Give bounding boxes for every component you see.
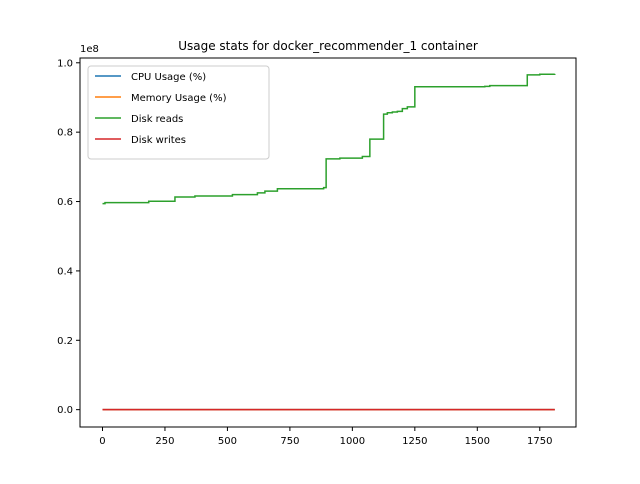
series-line-2 — [102, 73, 556, 205]
y-tick-label: 1.0 — [57, 58, 73, 69]
x-tick-label: 1250 — [402, 436, 427, 447]
legend-label: CPU Usage (%) — [131, 72, 206, 83]
series-layer — [102, 73, 556, 411]
legend-label: Disk reads — [131, 114, 183, 125]
x-axis: 0 250 500 750 1000 1250 1500 1750 — [99, 427, 552, 447]
x-tick-label: 750 — [280, 436, 299, 447]
y-axis: 0.0 0.2 0.4 0.6 0.8 1.0 — [57, 58, 80, 416]
y-tick-label: 0.8 — [57, 128, 73, 139]
y-tick-label: 0.6 — [57, 197, 73, 208]
x-tick-label: 500 — [218, 436, 237, 447]
x-tick-label: 0 — [99, 436, 105, 447]
x-tick-label: 1750 — [527, 436, 552, 447]
chart-title: Usage stats for docker_recommender_1 con… — [178, 39, 478, 53]
legend: CPU Usage (%) Memory Usage (%) Disk reads D… — [87, 65, 270, 160]
plot-frame — [79, 57, 577, 428]
y-tick-label: 0.0 — [57, 405, 73, 416]
legend-label: Memory Usage (%) — [131, 93, 227, 104]
y-tick-label: 0.2 — [57, 336, 73, 347]
legend-box — [87, 65, 270, 160]
x-tick-label: 1500 — [465, 436, 490, 447]
legend-label: Disk writes — [131, 135, 186, 146]
x-tick-label: 1000 — [340, 436, 365, 447]
x-tick-label: 250 — [155, 436, 174, 447]
y-tick-label: 0.4 — [57, 266, 73, 277]
y-offset-label: 1e8 — [80, 44, 99, 55]
